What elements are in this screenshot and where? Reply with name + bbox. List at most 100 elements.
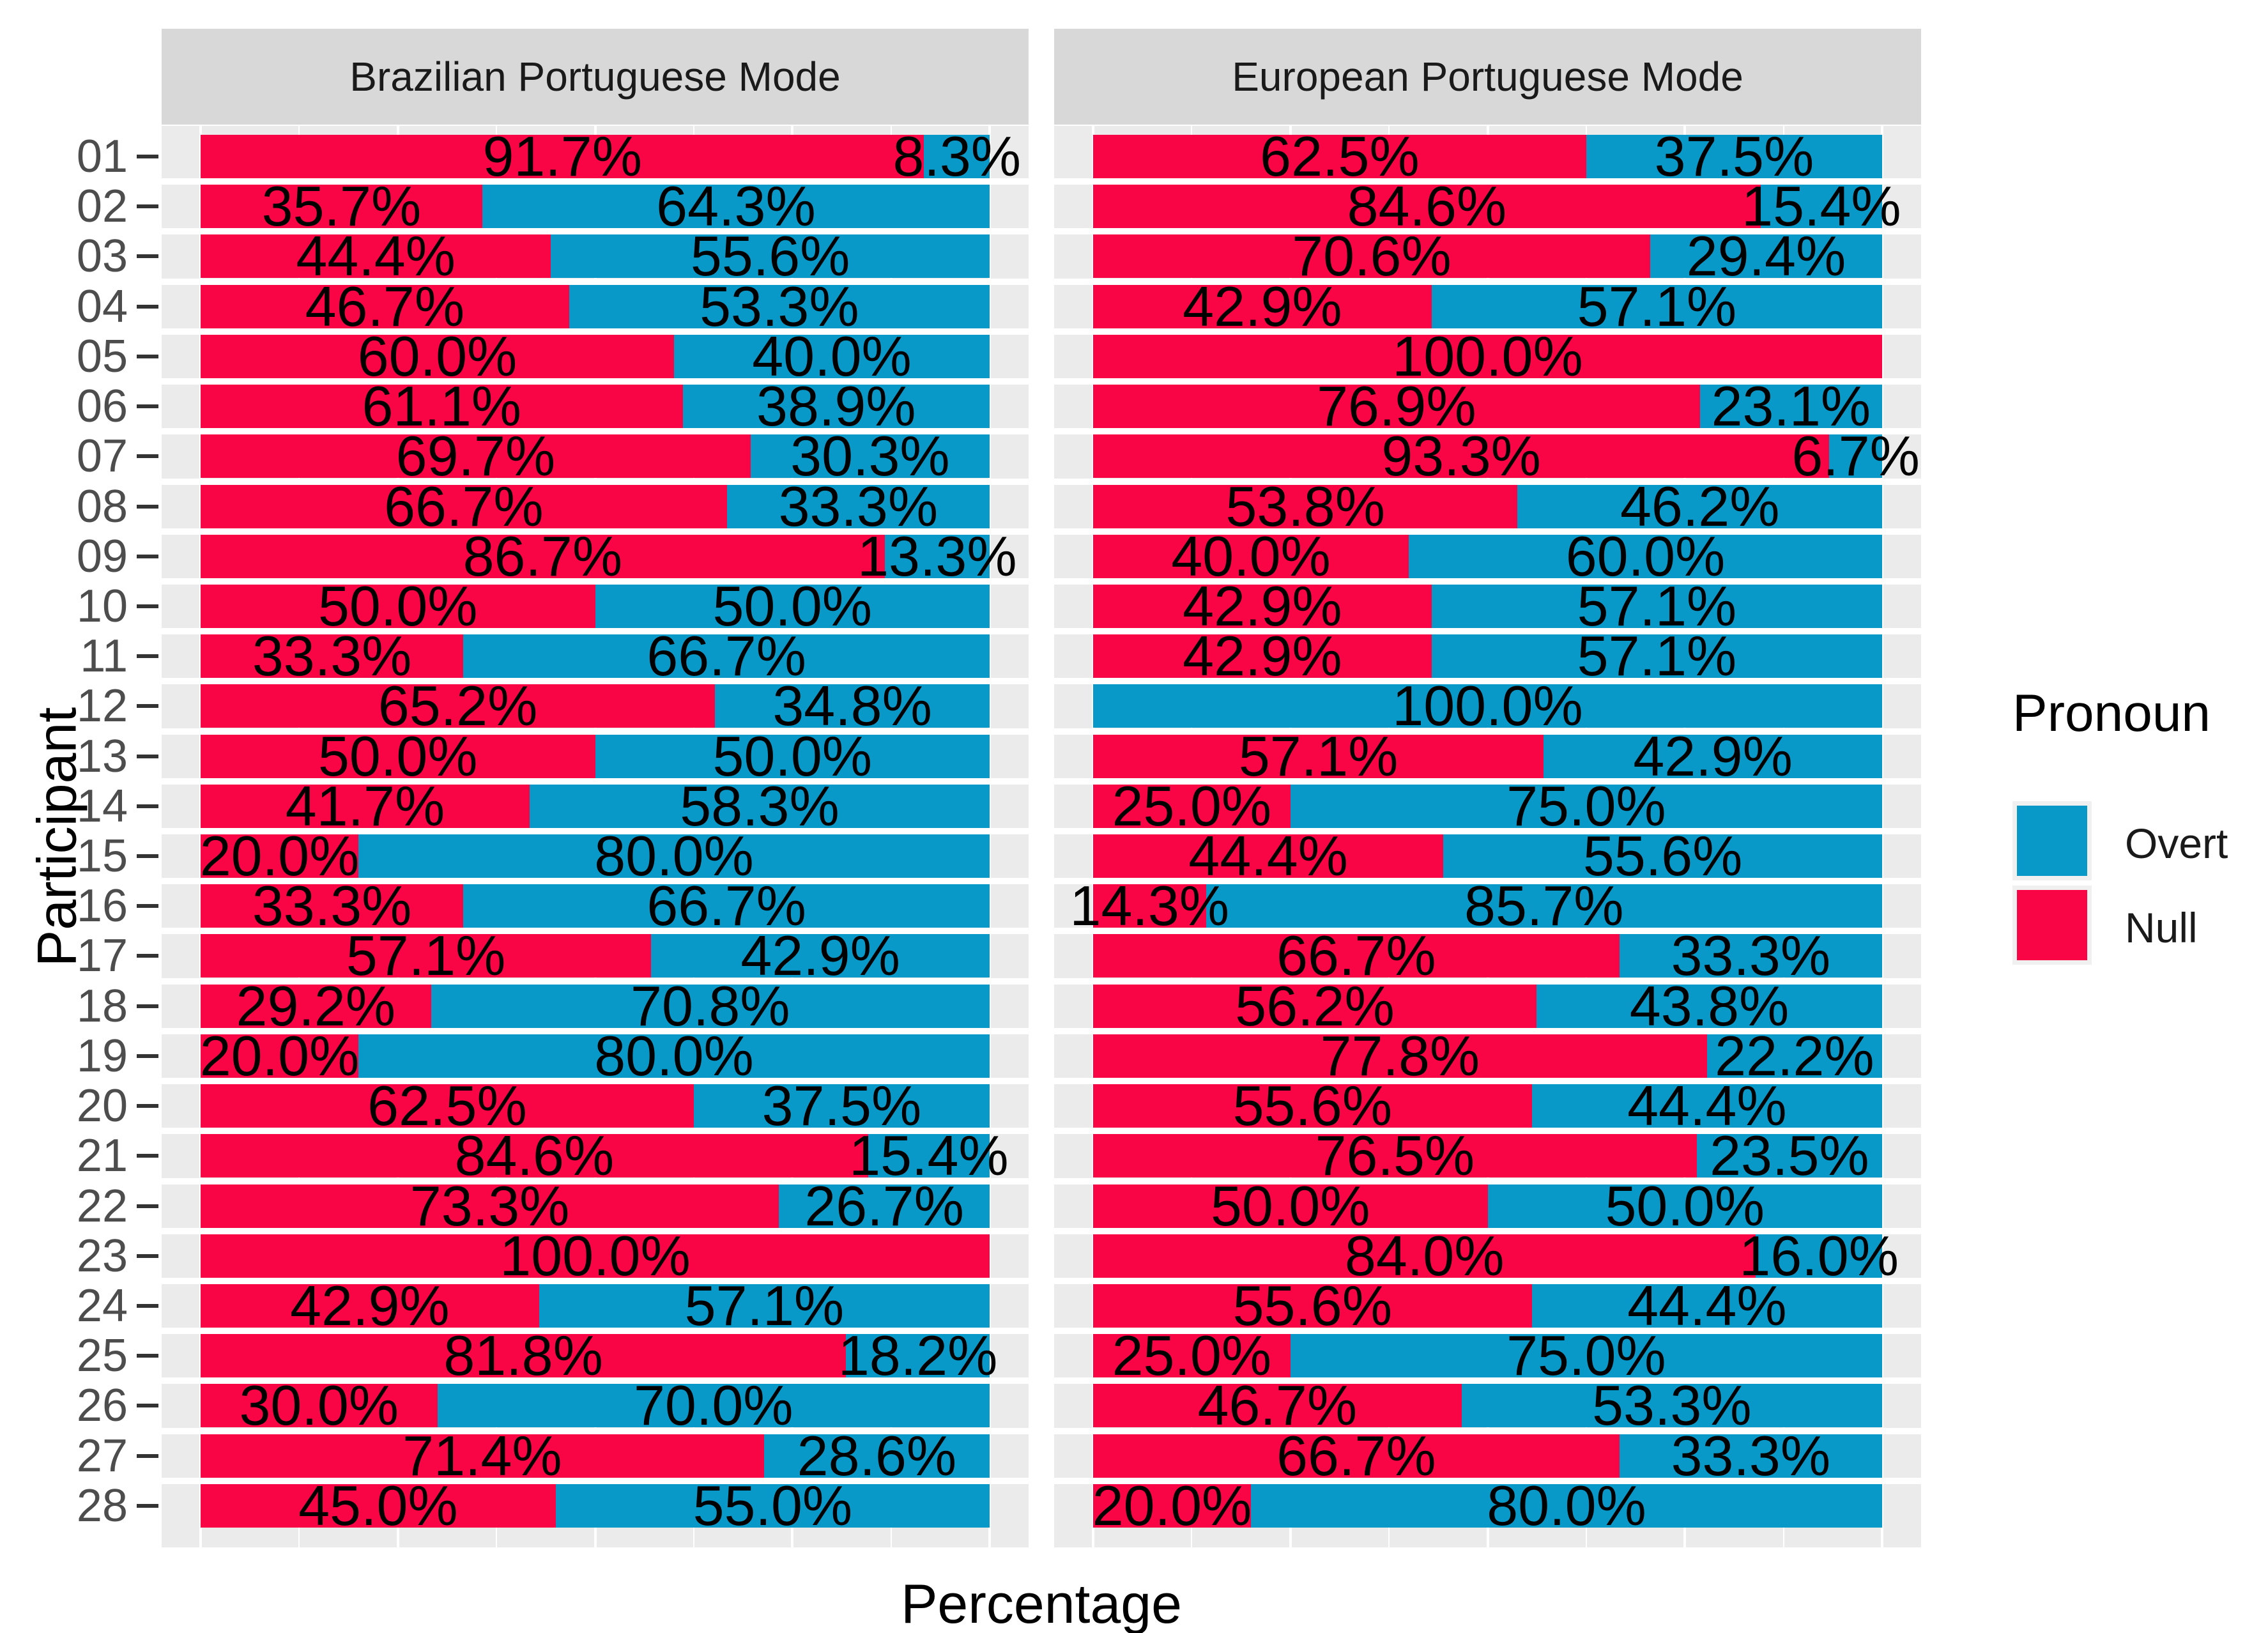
row-separator bbox=[162, 278, 1029, 285]
bar-segment-null bbox=[201, 734, 595, 778]
bar-value-label: 44.4% bbox=[296, 224, 456, 288]
bar-segment-overt bbox=[1544, 734, 1882, 778]
legend-entry-overt: Overt bbox=[2012, 801, 2268, 885]
bar-value-label: 57.1% bbox=[1577, 274, 1737, 338]
bar-value-label: 70.6% bbox=[1292, 224, 1452, 288]
bar-value-label: 81.8% bbox=[443, 1324, 603, 1388]
bar-segment-null bbox=[1093, 1084, 1532, 1128]
major-gridline bbox=[988, 126, 991, 1547]
bar-segment-null bbox=[201, 934, 652, 978]
bar-segment-null bbox=[1093, 934, 1620, 978]
bar-segment-overt bbox=[358, 1034, 990, 1078]
bar-segment-null bbox=[201, 385, 683, 429]
y-axis-tick bbox=[137, 204, 158, 209]
bar-value-label: 50.0% bbox=[712, 574, 873, 638]
facet-strip-brazilian: Brazilian Portuguese Mode bbox=[162, 29, 1029, 125]
bar-value-label: 44.4% bbox=[1188, 824, 1348, 887]
y-axis-tick bbox=[137, 1303, 158, 1308]
bar-segment-null bbox=[201, 534, 885, 578]
row-separator bbox=[162, 628, 1029, 635]
bar-segment-overt bbox=[651, 934, 990, 978]
bar-segment-overt bbox=[1251, 1483, 1882, 1528]
bar-segment-overt bbox=[1760, 185, 1882, 229]
row-separator bbox=[162, 1328, 1029, 1335]
bar-value-label: 61.1% bbox=[362, 374, 522, 438]
y-axis-tick-label: 14 bbox=[76, 780, 128, 832]
bar-segment-null bbox=[201, 884, 464, 928]
row-separator bbox=[1054, 278, 1921, 285]
y-axis-tick-label: 01 bbox=[76, 131, 128, 182]
row-separator bbox=[1054, 478, 1921, 485]
y-axis-tick bbox=[137, 454, 158, 459]
bar-value-label: 8.3% bbox=[893, 125, 1022, 188]
bar-value-label: 62.5% bbox=[1260, 125, 1420, 188]
row-separator bbox=[1054, 628, 1921, 635]
bar-segment-overt bbox=[1619, 1434, 1882, 1478]
bar-value-label: 42.9% bbox=[740, 924, 900, 988]
bar-value-label: 15.4% bbox=[1742, 174, 1901, 238]
bar-segment-overt bbox=[674, 334, 990, 378]
y-axis-tick bbox=[137, 604, 158, 608]
bar-value-label: 76.9% bbox=[1317, 374, 1476, 438]
bar-value-label: 80.0% bbox=[1487, 1473, 1646, 1537]
legend: Pronoun Overt Null bbox=[2012, 684, 2268, 970]
row-separator bbox=[162, 1377, 1029, 1384]
bar-segment-null bbox=[1093, 1034, 1707, 1078]
legend-label: Null bbox=[2125, 904, 2198, 951]
y-axis-tick-label: 03 bbox=[76, 231, 128, 282]
bar-segment-null bbox=[1093, 834, 1444, 878]
y-axis-tick bbox=[137, 1004, 158, 1008]
bar-segment-overt bbox=[595, 734, 990, 778]
y-axis-tick-label: 22 bbox=[76, 1180, 128, 1232]
y-axis-tick bbox=[137, 1154, 158, 1158]
bar-value-label: 65.2% bbox=[378, 674, 538, 738]
bar-segment-overt bbox=[1290, 1334, 1882, 1378]
bar-value-label: 37.5% bbox=[762, 1074, 922, 1138]
bar-value-label: 13.3% bbox=[857, 524, 1017, 588]
y-axis-tick-label: 09 bbox=[76, 530, 128, 582]
bar-segment-overt bbox=[1431, 284, 1882, 328]
y-axis-tick-label: 17 bbox=[76, 930, 128, 982]
bar-segment-overt bbox=[595, 584, 990, 628]
bar-segment-overt bbox=[1536, 984, 1882, 1028]
bar-value-label: 76.5% bbox=[1315, 1124, 1475, 1188]
bar-value-label: 42.9% bbox=[1183, 274, 1342, 338]
bar-value-label: 62.5% bbox=[367, 1074, 527, 1138]
y-axis-tick bbox=[137, 1054, 158, 1058]
bar-value-label: 80.0% bbox=[594, 1023, 754, 1087]
bar-value-label: 23.5% bbox=[1710, 1124, 1869, 1188]
bar-segment-overt bbox=[1531, 1084, 1882, 1128]
bar-value-label: 41.7% bbox=[285, 774, 445, 838]
bar-value-label: 20.0% bbox=[199, 824, 360, 887]
bar-segment-overt bbox=[846, 1334, 990, 1378]
bar-value-label: 66.7% bbox=[1276, 1423, 1436, 1487]
y-axis-tick bbox=[137, 404, 158, 409]
bar-value-label: 100.0% bbox=[1392, 674, 1583, 738]
bar-value-label: 37.5% bbox=[1654, 125, 1814, 188]
y-axis-tick-label: 06 bbox=[76, 381, 128, 433]
bar-segment-null bbox=[201, 434, 751, 479]
row-separator bbox=[162, 1078, 1029, 1085]
row-separator bbox=[162, 828, 1029, 834]
row-separator bbox=[162, 578, 1029, 585]
bar-value-label: 30.0% bbox=[239, 1374, 399, 1438]
bar-segment-null bbox=[201, 1483, 556, 1528]
bar-segment-null bbox=[1093, 234, 1650, 279]
row-separator bbox=[162, 1277, 1029, 1284]
bar-segment-overt bbox=[1206, 884, 1882, 928]
bar-segment-overt bbox=[1443, 834, 1882, 878]
bar-value-label: 75.0% bbox=[1506, 774, 1666, 838]
bar-segment-overt bbox=[779, 1184, 990, 1228]
row-separator bbox=[162, 977, 1029, 985]
bar-value-label: 33.3% bbox=[1671, 924, 1831, 988]
row-separator bbox=[162, 378, 1029, 385]
row-separator bbox=[162, 328, 1029, 335]
bar-segment-null bbox=[1093, 385, 1700, 429]
row-separator bbox=[1054, 1027, 1921, 1034]
bar-value-label: 75.0% bbox=[1506, 1324, 1666, 1388]
bar-value-label: 84.0% bbox=[1344, 1223, 1505, 1287]
bar-segment-overt bbox=[884, 534, 990, 578]
row-separator bbox=[162, 528, 1029, 535]
row-separator bbox=[1054, 678, 1921, 685]
bar-value-label: 50.0% bbox=[318, 574, 478, 638]
